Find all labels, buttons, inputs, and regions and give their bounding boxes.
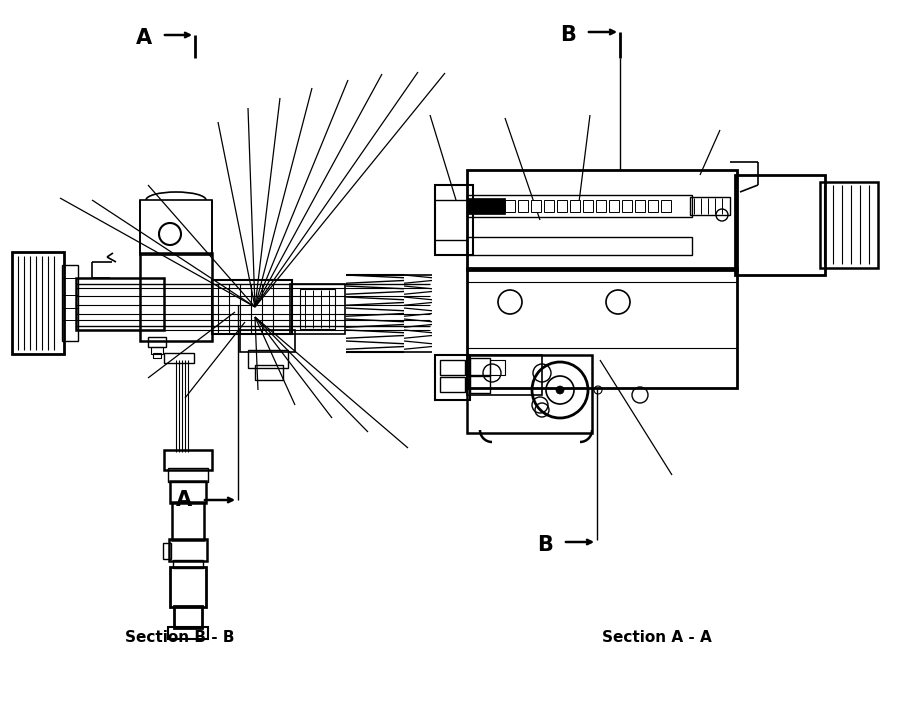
Bar: [622, 200, 632, 212]
Bar: [435, 355, 470, 400]
Bar: [490, 360, 505, 375]
Bar: [140, 200, 212, 255]
Bar: [153, 353, 161, 358]
Bar: [648, 200, 658, 212]
Bar: [467, 237, 692, 255]
Bar: [467, 355, 592, 433]
Bar: [148, 337, 166, 347]
Bar: [255, 365, 283, 380]
Bar: [583, 200, 593, 212]
Bar: [470, 375, 490, 393]
Bar: [300, 289, 335, 329]
Text: Section A - A: Section A - A: [602, 630, 712, 646]
Bar: [570, 200, 580, 212]
Bar: [531, 200, 541, 212]
Bar: [518, 200, 528, 212]
Text: A: A: [136, 28, 152, 48]
Text: Section B - B: Section B - B: [125, 630, 234, 646]
Bar: [467, 170, 737, 270]
Text: B: B: [560, 25, 576, 45]
Bar: [76, 278, 164, 330]
Bar: [140, 253, 212, 341]
Bar: [240, 330, 295, 352]
Bar: [820, 182, 878, 268]
Bar: [467, 268, 737, 388]
Bar: [609, 200, 619, 212]
Bar: [169, 539, 207, 561]
Bar: [440, 360, 465, 375]
Bar: [168, 627, 208, 639]
Bar: [635, 200, 645, 212]
Text: B: B: [537, 535, 553, 555]
Bar: [248, 350, 288, 368]
Bar: [290, 284, 345, 334]
Bar: [467, 195, 692, 217]
Bar: [163, 543, 171, 559]
Bar: [735, 175, 825, 275]
Bar: [173, 560, 203, 568]
Bar: [661, 200, 671, 212]
Bar: [440, 377, 465, 392]
Bar: [164, 450, 212, 470]
Bar: [174, 606, 202, 628]
Bar: [172, 502, 204, 540]
Bar: [505, 200, 515, 212]
Bar: [690, 197, 730, 215]
Bar: [470, 358, 490, 376]
Bar: [435, 185, 473, 255]
Bar: [557, 200, 567, 212]
Bar: [596, 200, 606, 212]
Bar: [170, 481, 206, 503]
Bar: [164, 353, 194, 363]
Bar: [12, 252, 64, 354]
Bar: [467, 198, 505, 214]
Bar: [544, 200, 554, 212]
Circle shape: [556, 386, 564, 394]
Bar: [467, 355, 542, 395]
Bar: [151, 347, 163, 354]
Bar: [62, 265, 78, 341]
Bar: [170, 567, 206, 607]
Bar: [212, 280, 292, 334]
Text: A: A: [176, 490, 192, 510]
Bar: [168, 468, 208, 482]
